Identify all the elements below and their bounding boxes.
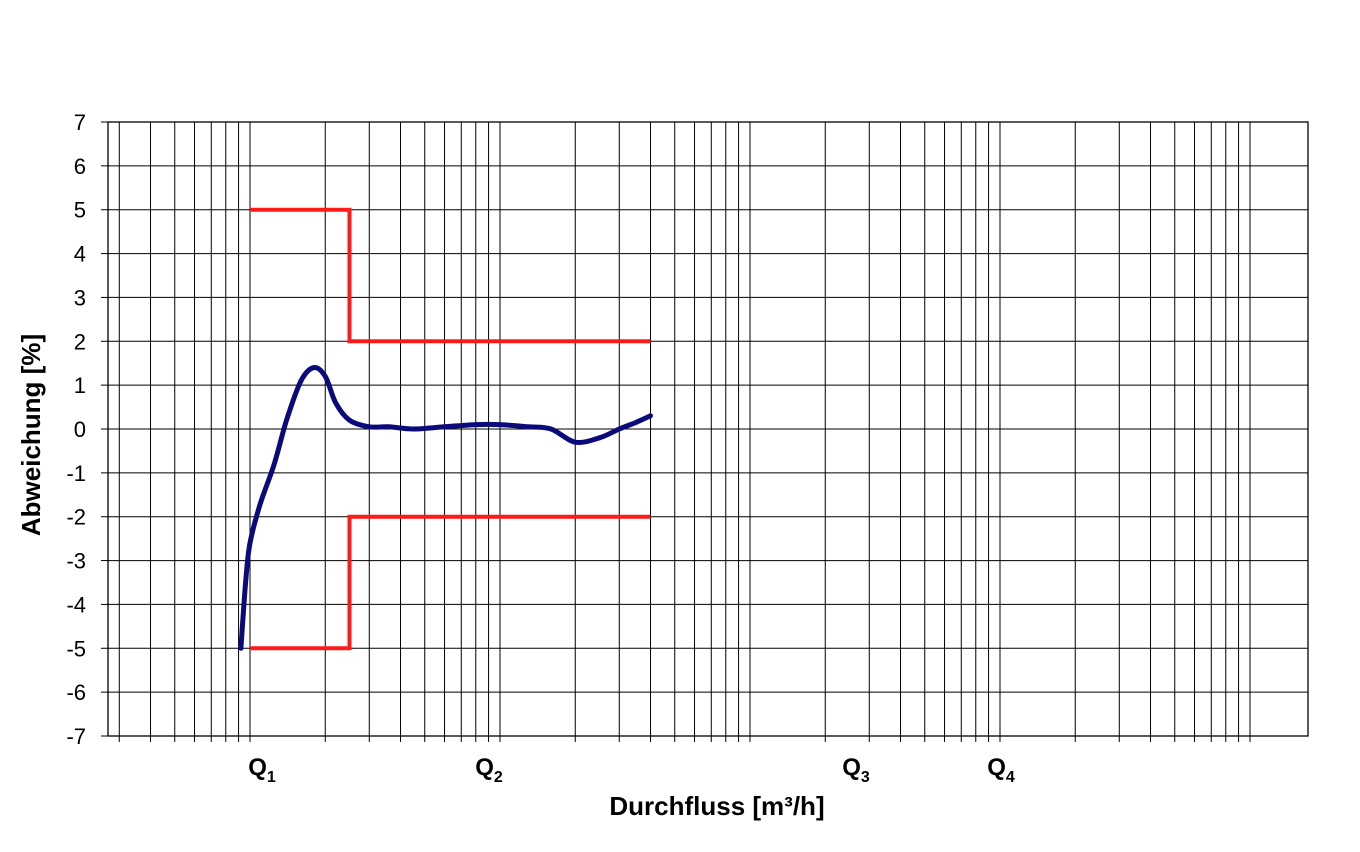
- series-line: [238, 365, 653, 651]
- y-tick-label: 2: [74, 329, 86, 354]
- y-tick-label: -4: [66, 592, 86, 617]
- y-tick-label: -3: [66, 549, 86, 574]
- series-layer: [238, 365, 653, 651]
- y-tick-label: -2: [66, 505, 86, 530]
- y-tick-label: -6: [66, 680, 86, 705]
- x-tick-label: Q1: [248, 754, 276, 786]
- x-tick-label: Q4: [987, 754, 1015, 786]
- y-axis-title: Abweichung [%]: [16, 334, 46, 536]
- y-tick-label: -7: [66, 724, 86, 749]
- y-tick-label: 1: [74, 373, 86, 398]
- y-tick-label: 4: [74, 242, 86, 267]
- limit-lines: [250, 207, 651, 651]
- limit-line-upper: [250, 207, 651, 344]
- x-tick-label: Q2: [475, 754, 503, 786]
- y-tick-label: -5: [66, 636, 86, 661]
- y-tick-label: 6: [74, 154, 86, 179]
- y-tick-label: 3: [74, 285, 86, 310]
- y-tick-label: 0: [74, 417, 86, 442]
- grid-layer: [101, 121, 1309, 742]
- x-tick-label: Q3: [842, 754, 870, 786]
- y-tick-label: 5: [74, 198, 86, 223]
- y-tick-labels: 7 6 5 4 3 2 1 0 -1 -2 -3 -4 -5 -6 -7: [66, 110, 86, 749]
- limit-line-lower: [250, 514, 651, 651]
- y-tick-label: -1: [66, 461, 86, 486]
- x-axis-title: Durchfluss [m³/h]: [609, 791, 824, 821]
- y-tick-label: 7: [74, 110, 86, 135]
- x-tick-labels: Q1 Q2 Q3 Q4: [248, 754, 1015, 786]
